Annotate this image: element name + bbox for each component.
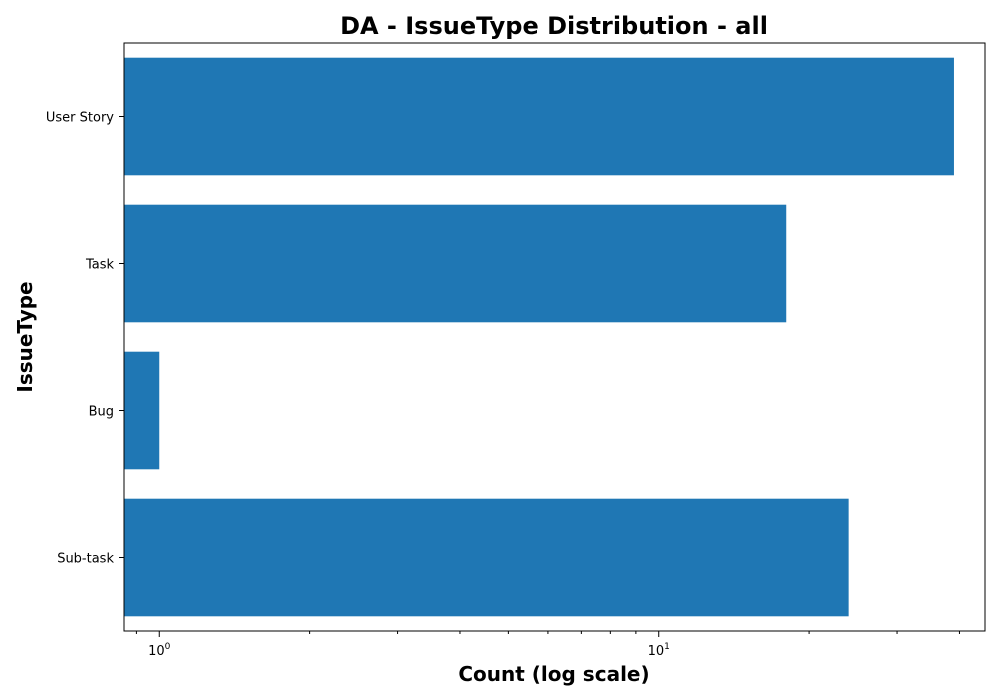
y-tick-label: Task xyxy=(85,258,115,273)
plot-frame xyxy=(123,42,986,632)
y-tick-label: Bug xyxy=(89,405,114,420)
chart-title: DA - IssueType Distribution - all xyxy=(340,12,768,40)
bar-bug xyxy=(124,351,160,470)
y-axis-label: IssueType xyxy=(13,281,37,392)
bar-sub-task xyxy=(124,498,849,617)
x-tick-label: 101 xyxy=(648,642,670,659)
y-tick-label: Sub-task xyxy=(57,552,114,567)
x-axis-label: Count (log scale) xyxy=(458,662,649,686)
x-axis: 100 101 xyxy=(135,631,960,659)
x-tick-label: 100 xyxy=(148,642,171,659)
bar-task xyxy=(124,204,787,323)
y-tick-label: User Story xyxy=(46,111,114,126)
bars xyxy=(124,57,954,617)
bar-user-story xyxy=(124,57,954,176)
y-axis: User Story Task Bug Sub-task xyxy=(46,111,124,567)
